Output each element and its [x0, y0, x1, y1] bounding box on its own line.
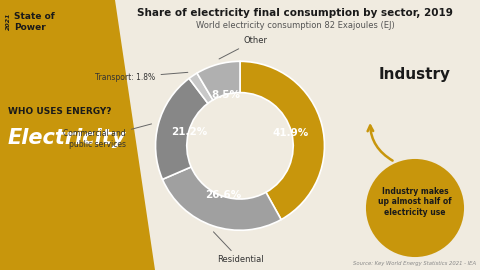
Text: State of
Power: State of Power — [14, 12, 55, 32]
Text: Electricity: Electricity — [8, 128, 126, 148]
Text: Residential: Residential — [214, 232, 264, 264]
Text: Industry makes
up almost half of
electricity use: Industry makes up almost half of electri… — [378, 187, 452, 217]
Text: 8.5%: 8.5% — [212, 90, 240, 100]
Circle shape — [367, 160, 463, 256]
Text: World electricity consumption 82 Exajoules (EJ): World electricity consumption 82 Exajoul… — [196, 21, 395, 30]
Wedge shape — [240, 61, 324, 220]
Text: Source: Key World Energy Statistics 2021 - IEA: Source: Key World Energy Statistics 2021… — [353, 261, 476, 266]
Wedge shape — [189, 73, 213, 103]
Text: 2021: 2021 — [6, 12, 11, 29]
Text: 41.9%: 41.9% — [273, 128, 309, 138]
Wedge shape — [162, 167, 281, 230]
FancyArrowPatch shape — [368, 126, 393, 161]
Text: Share of electricity final consumption by sector, 2019: Share of electricity final consumption b… — [137, 8, 453, 18]
Text: Other: Other — [219, 36, 267, 59]
Wedge shape — [197, 61, 240, 100]
Text: Industry: Industry — [379, 68, 451, 83]
Text: WHO USES ENERGY?: WHO USES ENERGY? — [8, 107, 111, 116]
Wedge shape — [156, 78, 208, 179]
Text: Transport: 1.8%: Transport: 1.8% — [96, 72, 188, 82]
Text: 21.2%: 21.2% — [171, 127, 207, 137]
Text: Commercial and
public services: Commercial and public services — [63, 124, 152, 149]
Text: 26.6%: 26.6% — [205, 190, 241, 200]
Polygon shape — [0, 0, 155, 270]
